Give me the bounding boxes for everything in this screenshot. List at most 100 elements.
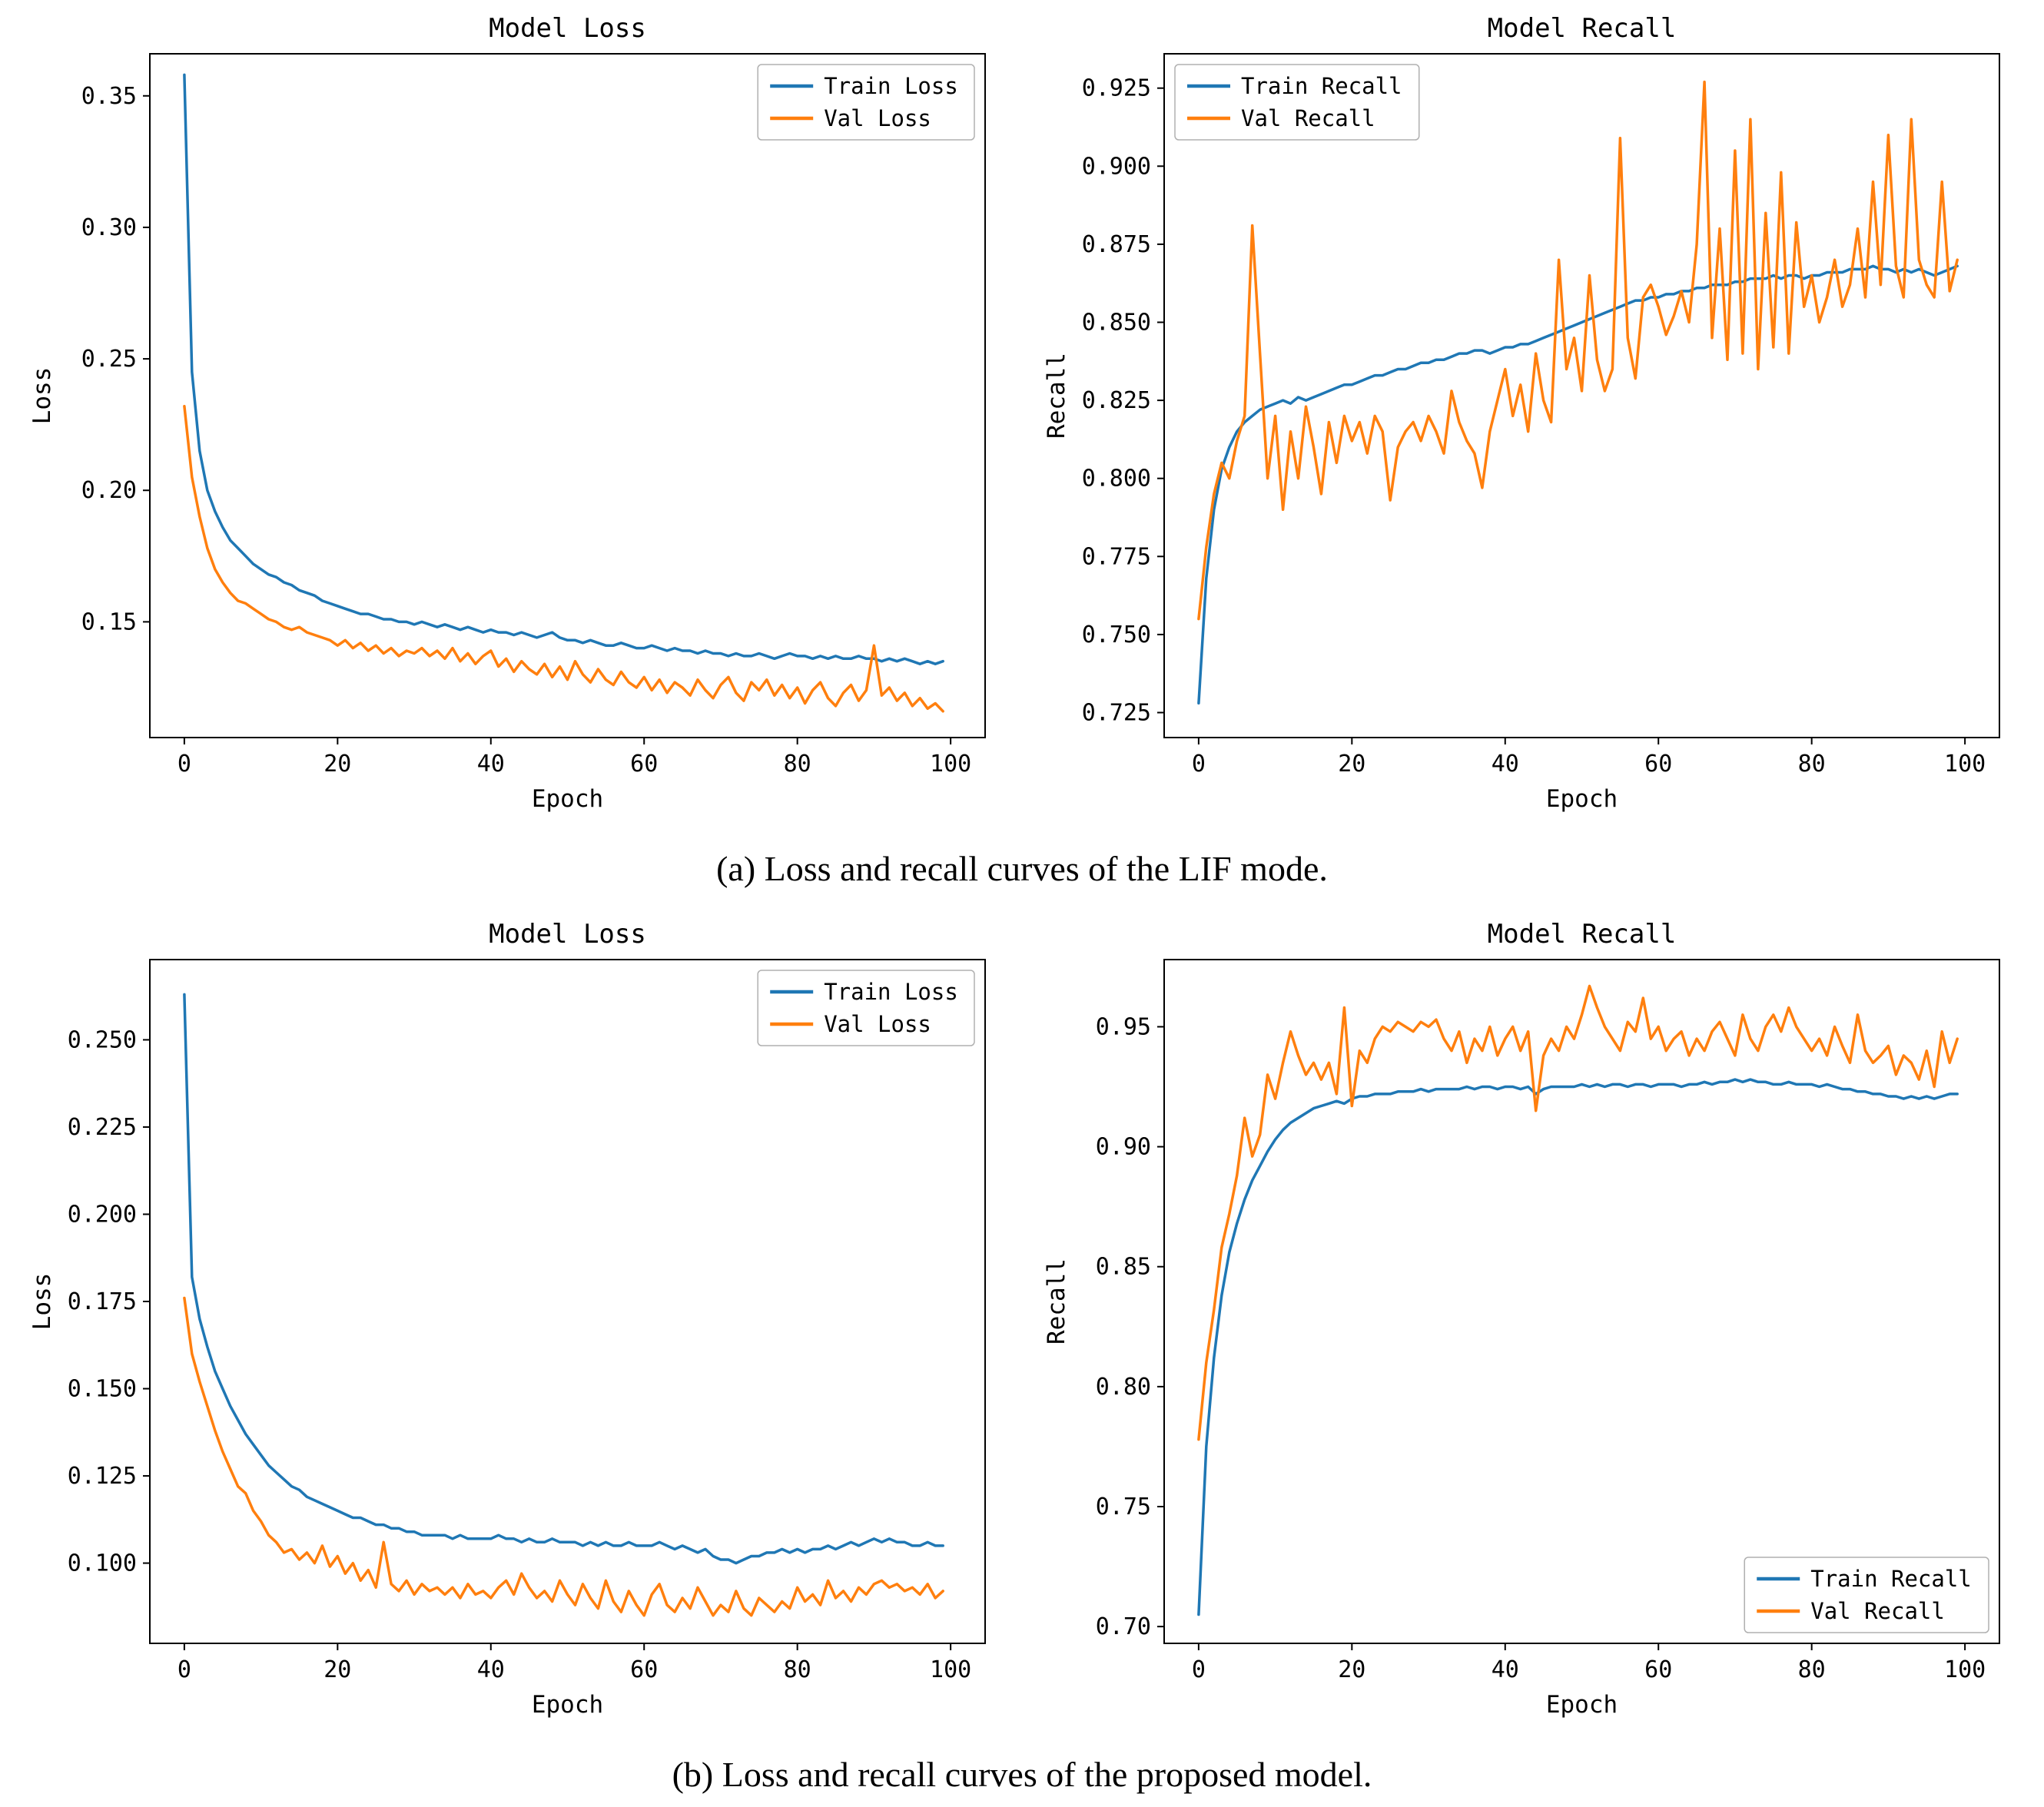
legend-label: Train Loss [824,979,958,1005]
chart-recall-proposed: Model Recall 0 20 40 60 80 100 Epoch 0.70 0.75 0.8… [1030,912,2029,1734]
chart-title: Model Recall [1488,13,1677,44]
x-axis-label: Epoch [1546,1691,1618,1719]
chart-recall-proposed: Model Recall 0 20 40 60 80 100 Epoch 0.70 0.75 0.8… [1043,919,2000,1719]
legend [757,970,975,1046]
x-tick-label: 0 [1192,1656,1206,1683]
plot-frame [1163,53,2000,738]
y-tick-label: 0.175 [68,1288,137,1315]
caption-b: (b) Loss and recall curves of the propos… [672,1755,1372,1794]
x-tick-label: 40 [1492,1656,1519,1683]
x-tick-label: 60 [630,751,658,778]
x-tick-label: 20 [1338,751,1365,778]
x-tick-label: 20 [324,751,351,778]
y-tick-label: 0.25 [81,346,137,373]
x-tick-label: 60 [1644,1656,1672,1683]
y-tick-label: 0.750 [1082,622,1151,648]
series-val-loss [183,404,944,713]
y-tick-label: 0.100 [68,1550,137,1577]
x-tick-label: 100 [1944,751,1986,778]
x-tick-label: 100 [930,751,971,778]
y-tick-label: 0.925 [1082,75,1151,102]
legend-label: Val Loss [824,1011,931,1037]
plot-area [1164,54,1999,738]
chart-title: Model Loss [489,13,646,44]
x-tick-label: 80 [1798,1656,1826,1683]
legend-label: Train Recall [1241,73,1402,99]
y-tick-label: 0.20 [81,477,137,504]
y-tick-label: 0.800 [1082,466,1151,492]
y-tick-label: 0.15 [81,608,137,635]
series-val-recall [1197,80,1959,621]
y-tick-label: 0.200 [68,1201,137,1228]
plot-frame [149,53,986,738]
x-tick-label: 80 [784,751,811,778]
x-tick-label: 0 [178,751,191,778]
x-tick-label: 40 [477,1656,505,1683]
y-tick-label: 0.775 [1082,543,1151,570]
x-tick-label: 0 [1192,751,1206,778]
plot-frame [1163,959,2000,1644]
series-val-loss [183,1296,944,1617]
legend [757,64,975,141]
y-tick-label: 0.150 [68,1376,137,1403]
x-tick-label: 100 [1944,1656,1986,1683]
x-tick-label: 40 [477,751,505,778]
y-tick-label: 0.75 [1096,1494,1151,1520]
y-tick-label: 0.70 [1096,1613,1151,1640]
y-axis-label: Recall [1043,1258,1070,1344]
chart-loss-proposed: Model Loss 0 20 40 60 80 100 Epoch 0.100 0.125 0.1… [15,912,1014,1734]
series-train-loss [183,73,944,665]
y-tick-label: 0.225 [68,1114,137,1141]
y-axis-label: Loss [28,367,56,425]
legend-label: Val Recall [1241,105,1375,131]
y-axis-label: Loss [28,1273,56,1331]
y-tick-label: 0.250 [68,1026,137,1053]
x-tick-label: 100 [930,1656,971,1683]
x-tick-label: 0 [178,1656,191,1683]
legend [1174,64,1420,141]
row-proposed-charts: Model Loss 0 20 40 60 80 100 Epoch 0.100 0.125 0.1… [0,912,2044,1734]
plot-frame [149,959,986,1644]
model-recall-proposed-plot: Model Recall 0 20 40 60 80 100 Epoch 0.70 0.75 0.8… [1030,912,2029,1734]
x-tick-label: 80 [784,1656,811,1683]
x-axis-label: Epoch [532,785,603,813]
legend-label: Train Recall [1810,1566,1972,1592]
plot-area [150,54,985,738]
y-tick-label: 0.30 [81,214,137,241]
x-tick-label: 60 [1644,751,1672,778]
chart-recall-lif: Model Recall 0 20 40 60 80 100 Epoch 0.725 0.750 0… [1030,6,2029,828]
chart-loss-proposed: Model Loss 0 20 40 60 80 100 Epoch 0.100 0.125 0.1… [28,919,986,1719]
y-tick-label: 0.85 [1096,1254,1151,1281]
chart-title: Model Recall [1488,919,1677,950]
chart-title: Model Loss [489,919,646,950]
x-tick-label: 60 [630,1656,658,1683]
plot-area [150,960,985,1643]
x-tick-label: 20 [1338,1656,1365,1683]
y-tick-label: 0.725 [1082,699,1151,726]
y-tick-label: 0.35 [81,83,137,110]
y-tick-label: 0.80 [1096,1374,1151,1401]
y-axis-label: Recall [1043,353,1070,439]
chart-loss-lif: Model Loss 0 20 40 60 80 100 Epoch 0.15 0.20 0.25 0… [15,6,1014,828]
x-tick-label: 20 [324,1656,351,1683]
plot-area [1164,960,1999,1643]
legend-label: Val Loss [824,105,931,131]
row-lif-charts: Model Loss 0 20 40 60 80 100 Epoch 0.15 0.20 0.25 0… [0,6,2044,828]
y-tick-label: 0.850 [1082,309,1151,336]
chart-recall-lif: Model Recall 0 20 40 60 80 100 Epoch 0.725 0.750 0… [1043,13,2000,813]
y-tick-label: 0.90 [1096,1134,1151,1161]
legend-label: Train Loss [824,73,958,99]
y-tick-label: 0.875 [1082,231,1151,258]
y-tick-label: 0.825 [1082,387,1151,414]
legend [1744,1557,1989,1633]
model-loss-lif-plot: Model Loss 0 20 40 60 80 100 Epoch 0.15 0.20 0.25 0… [15,6,1014,828]
x-tick-label: 40 [1492,751,1519,778]
y-tick-label: 0.95 [1096,1013,1151,1040]
x-axis-label: Epoch [532,1691,603,1719]
model-recall-lif-plot: Model Recall 0 20 40 60 80 100 Epoch 0.725 0.750 0… [1030,6,2029,828]
y-tick-label: 0.125 [68,1463,137,1490]
series-train-recall [1197,1078,1959,1616]
chart-loss-lif: Model Loss 0 20 40 60 80 100 Epoch 0.15 0.20 0.25 0… [28,13,986,813]
x-tick-label: 80 [1798,751,1826,778]
